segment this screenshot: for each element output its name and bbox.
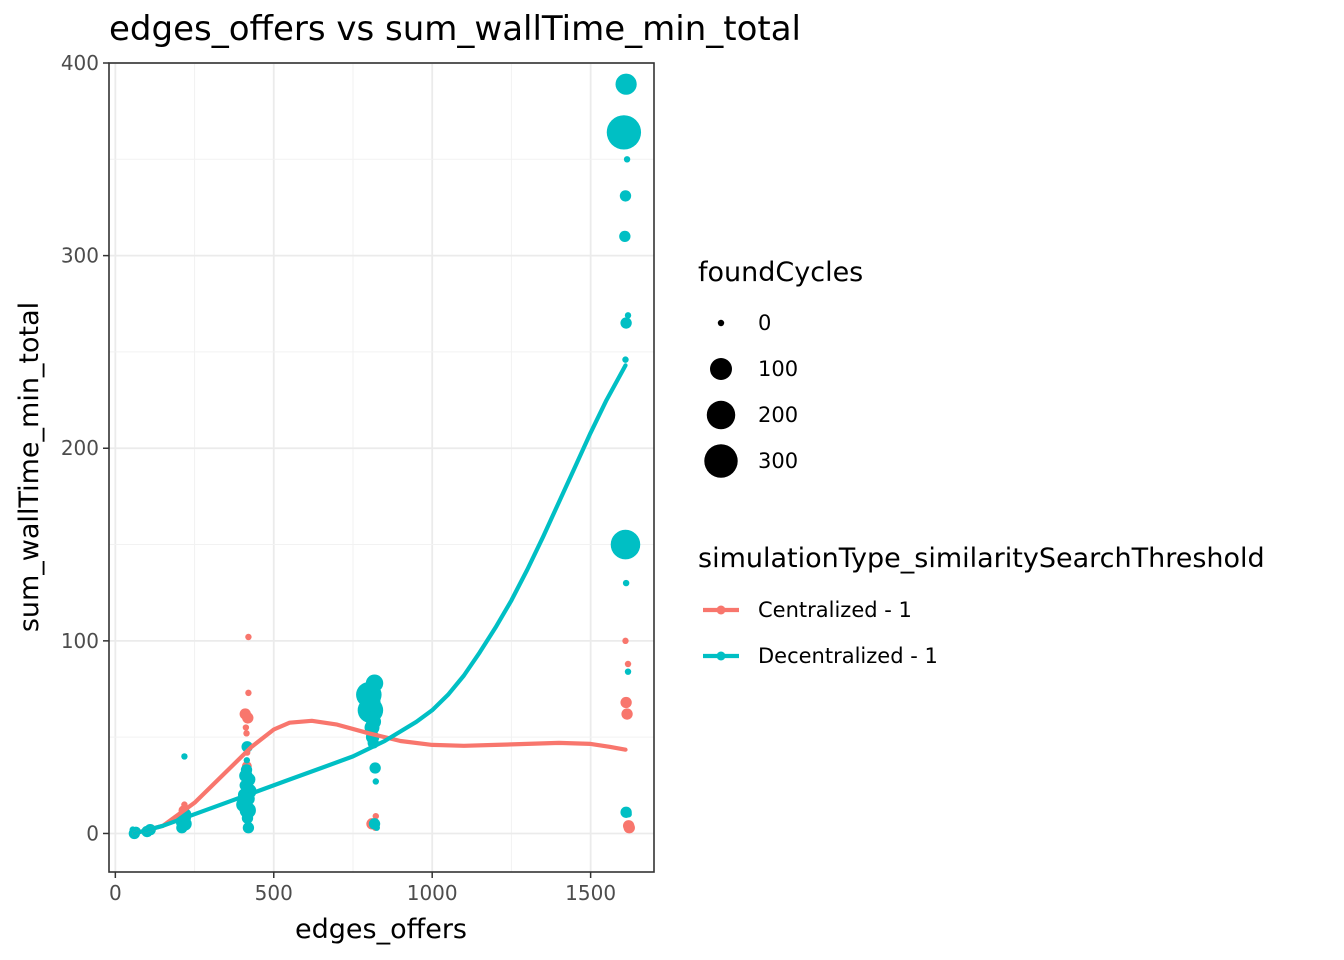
size-legend-title: foundCycles	[698, 257, 863, 288]
data-point-decentralized	[366, 714, 382, 730]
chart-title: edges_offers vs sum_wallTime_min_total	[109, 9, 801, 49]
color-legend-label: Decentralized - 1	[758, 644, 938, 668]
size-legend: foundCycles 0 100 200 300	[698, 257, 863, 478]
data-point-decentralized	[610, 529, 641, 560]
data-point-decentralized	[183, 822, 190, 829]
color-legend-dot	[716, 651, 726, 661]
y-axis-title: sum_wallTime_min_total	[14, 302, 45, 632]
data-point-centralized	[242, 712, 254, 724]
data-point-decentralized	[242, 772, 256, 787]
size-legend-label: 0	[758, 311, 771, 335]
data-point-decentralized	[241, 812, 254, 824]
data-point-centralized	[622, 637, 629, 645]
data-point-centralized	[624, 660, 632, 668]
color-legend-dot	[716, 605, 726, 615]
data-point-decentralized	[619, 230, 631, 243]
size-legend-label: 300	[758, 449, 798, 473]
x-axis-title: edges_offers	[295, 914, 467, 945]
data-point-decentralized	[362, 693, 381, 712]
data-point-decentralized	[369, 762, 381, 774]
data-point-decentralized	[240, 764, 253, 776]
data-point-decentralized	[624, 668, 632, 675]
data-point-centralized	[245, 633, 252, 641]
y-tick-label: 300	[61, 244, 99, 268]
plot-border	[108, 62, 655, 873]
data-point-decentralized	[242, 822, 255, 834]
data-point-centralized	[242, 724, 250, 731]
data-point-decentralized	[623, 156, 631, 163]
data-point-decentralized	[622, 356, 629, 363]
size-legend-key	[717, 319, 725, 327]
smooth-line-centralized	[132, 718, 628, 836]
x-tick-label: 0	[109, 881, 122, 905]
color-legend-title: simulationType_similaritySearchThreshold	[698, 543, 1265, 574]
data-point-centralized	[372, 812, 379, 820]
data-point-decentralized	[372, 778, 379, 785]
data-point-decentralized	[365, 674, 384, 692]
data-point-decentralized	[615, 73, 637, 95]
x-tick-label: 500	[255, 881, 293, 905]
axis-ticks: 0 500 1000 1500 0 100 200 300 400	[61, 51, 616, 905]
data-point-decentralized	[625, 811, 632, 818]
y-tick-label: 100	[61, 629, 99, 653]
data-point-decentralized	[619, 190, 632, 202]
color-legend-label: Centralized - 1	[758, 598, 912, 622]
size-legend-key	[704, 444, 738, 478]
data-point-centralized	[623, 822, 635, 834]
color-legend: simulationType_similaritySearchThreshold…	[698, 543, 1265, 668]
size-legend-label: 100	[758, 357, 798, 381]
data-point-decentralized	[373, 824, 380, 831]
data-point-decentralized	[620, 317, 632, 329]
x-tick-label: 1500	[565, 881, 616, 905]
smooth-line-decentralized	[132, 363, 628, 836]
data-point-centralized	[245, 689, 252, 697]
size-legend-key	[710, 358, 732, 380]
data-point-decentralized	[606, 115, 642, 150]
data-point-centralized	[623, 710, 630, 718]
y-tick-label: 0	[86, 821, 99, 845]
size-legend-key	[706, 400, 736, 430]
smooth-lines	[132, 363, 628, 836]
plot-background	[109, 63, 654, 872]
data-point-decentralized	[624, 312, 632, 319]
data-point-centralized	[243, 730, 250, 737]
size-legend-label: 200	[758, 403, 798, 427]
y-tick-label: 400	[61, 51, 99, 75]
x-tick-label: 1000	[407, 881, 458, 905]
data-point-centralized	[181, 801, 188, 808]
data-point-decentralized	[622, 579, 630, 587]
y-tick-label: 200	[61, 436, 99, 460]
data-point-decentralized	[243, 757, 251, 764]
data-point-centralized	[620, 696, 632, 709]
data-point-decentralized	[181, 753, 188, 760]
